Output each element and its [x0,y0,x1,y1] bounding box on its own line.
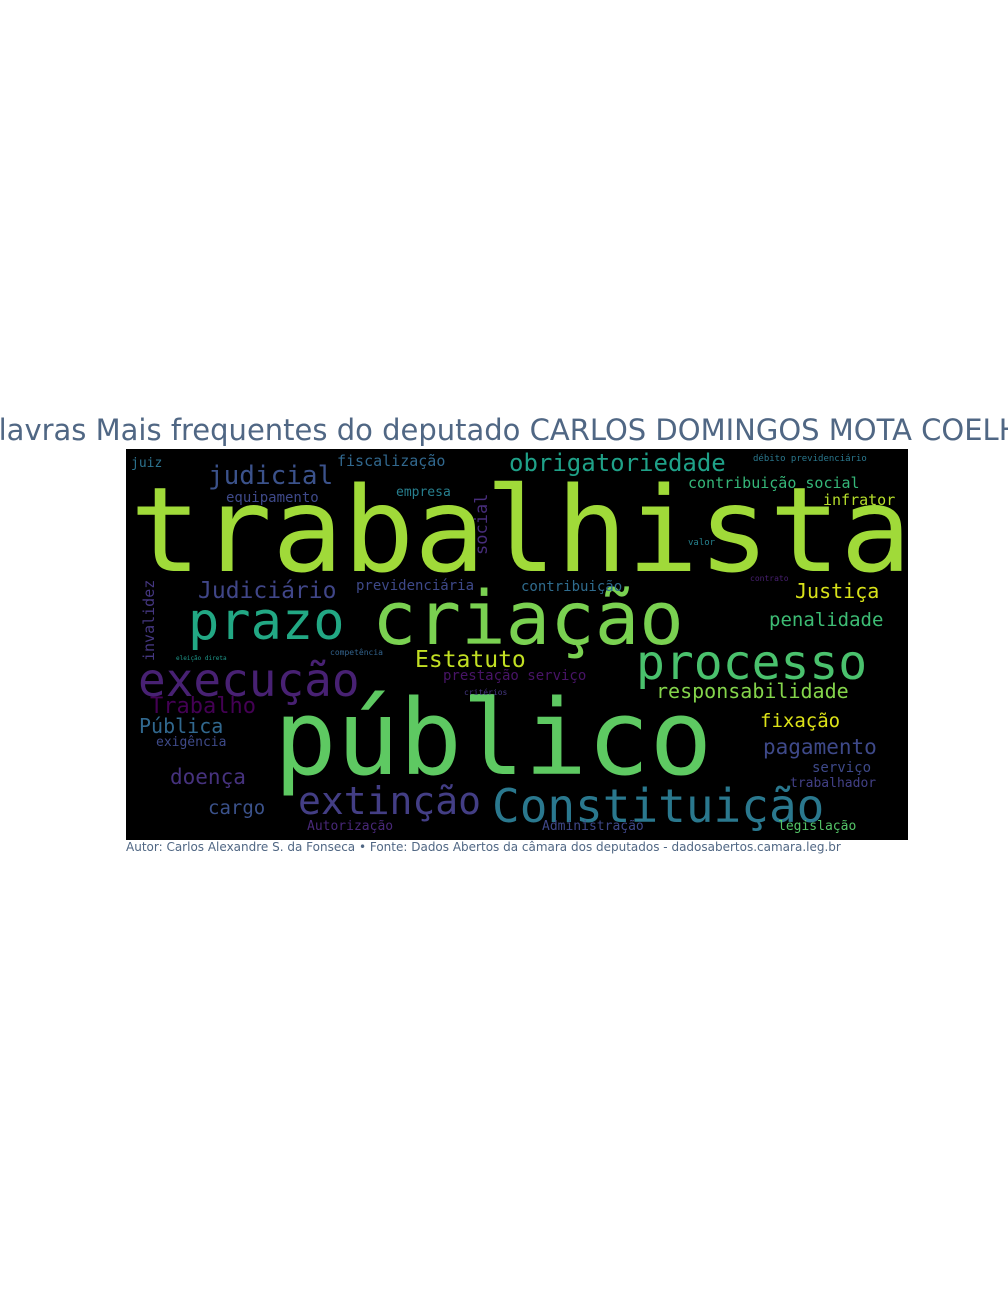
word-invalidez: invalidez [140,579,158,661]
word-publico: público [274,677,713,799]
word-autorizacao: Autorização [307,819,394,834]
word-eleicao-direta: eleição direta [176,655,227,662]
word-debito-previdenciario: débito previdenciário [753,454,867,464]
word-criterios: critérios [464,688,508,697]
word-valor: valor [688,538,716,548]
word-prestacao-servico: prestação serviço [443,668,587,684]
word-previdenciaria: previdenciária [356,578,475,594]
word-contribuicao: contribuição [521,579,623,595]
word-trabalho: Trabalho [150,694,256,719]
word-legislacao: legislação [778,819,857,834]
word-pagamento: pagamento [763,735,877,759]
word-competencia: competência [330,648,383,657]
word-trabalhista: trabalhista [130,461,908,599]
word-prazo: prazo [188,592,345,652]
word-administracao: Administração [542,819,644,834]
word-contrato: contrato [750,574,789,583]
footer-credit: Autor: Carlos Alexandre S. da Fonseca • … [126,840,841,854]
word-criacao: criação [372,576,684,662]
word-equipamento: equipamento [226,490,319,506]
word-juiz: juiz [131,456,163,471]
word-infrator: infrator [823,491,896,509]
word-processo: processo [636,635,868,691]
word-trabalhador: trabalhador [790,776,877,791]
word-estatuto: Estatuto [415,647,526,673]
word-constituicao: Constituição [492,779,825,833]
word-fiscalizacao: fiscalização [337,452,446,470]
word-penalidade: penalidade [769,609,884,631]
word-cargo: cargo [208,797,266,819]
word-fixacao: fixação [760,710,841,732]
word-judiciario: Judiciário [198,578,337,604]
word-exigencia: exigência [156,735,227,750]
word-execucao: execução [138,653,360,707]
word-judicial: judicial [208,461,334,491]
chart-title: Palavras Mais frequentes do deputado CAR… [0,413,1008,447]
word-responsabilidade: responsabilidade [656,679,849,703]
word-justica: Justiça [795,579,880,603]
word-doenca: doença [170,765,246,789]
word-social: social [472,493,492,555]
word-servico: serviço [812,760,872,776]
word-cloud: trabalhista criação público prazo proces… [126,449,908,840]
word-contribuicao-social: contribuição social [688,474,860,492]
word-extincao: extinção [298,779,482,823]
word-publica: Pública [139,714,224,738]
word-obrigatoriedade: obrigatoriedade [509,449,726,477]
word-empresa: empresa [396,485,451,500]
